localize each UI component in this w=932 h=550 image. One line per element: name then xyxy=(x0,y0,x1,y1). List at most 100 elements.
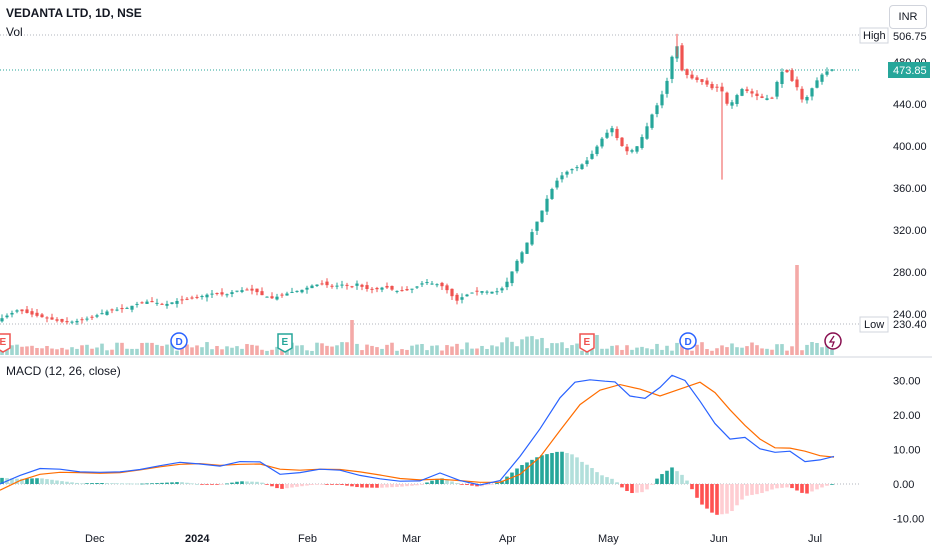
candle-body xyxy=(580,164,584,170)
macd-histogram-bar xyxy=(180,482,184,484)
volume-bar xyxy=(145,342,149,355)
volume-bar xyxy=(420,344,424,355)
candle-body xyxy=(595,146,599,155)
candle-body xyxy=(750,91,754,94)
candle-body xyxy=(585,160,589,165)
volume-bar xyxy=(550,343,554,355)
volume-bar xyxy=(805,344,809,355)
candle-body xyxy=(290,291,294,293)
volume-bar xyxy=(525,336,529,355)
candle-body xyxy=(620,137,624,146)
macd-histogram-bar xyxy=(565,453,569,484)
candle-body xyxy=(5,315,9,318)
macd-lines xyxy=(0,374,835,491)
macd-histogram-bar xyxy=(50,479,54,484)
macd-histogram-bar xyxy=(105,483,109,484)
candle-body xyxy=(790,70,794,81)
macd-tick-label: 20.00 xyxy=(893,410,921,422)
macd-histogram xyxy=(0,451,834,515)
candle-body xyxy=(625,146,629,152)
volume-bar xyxy=(615,345,619,355)
symbol-title[interactable]: VEDANTA LTD, 1D, NSE xyxy=(6,6,142,20)
volume-bar xyxy=(650,349,654,355)
macd-histogram-bar xyxy=(405,484,409,487)
candle-body xyxy=(280,294,284,296)
candle-body xyxy=(30,311,34,315)
candle-body xyxy=(755,93,759,96)
candle-body xyxy=(310,285,314,289)
volume-bar xyxy=(555,343,559,355)
candle-body xyxy=(530,232,534,245)
macd-histogram-bar xyxy=(220,484,224,485)
macd-histogram-bar xyxy=(110,483,114,484)
volume-bar xyxy=(630,349,634,355)
volume-bar xyxy=(160,345,164,355)
volume-bar xyxy=(400,349,404,355)
candle-body xyxy=(555,180,559,188)
volume-bar xyxy=(65,349,69,355)
macd-histogram-bar xyxy=(550,453,554,484)
volume-bar xyxy=(100,343,104,355)
volume-bar xyxy=(10,345,14,355)
macd-histogram-bar xyxy=(595,472,599,484)
currency-button[interactable]: INR xyxy=(889,5,927,29)
volume-bar xyxy=(740,347,744,355)
candle-body xyxy=(650,114,654,128)
candle-body xyxy=(435,284,439,286)
macd-histogram-bar xyxy=(460,484,464,485)
macd-histogram-bar xyxy=(755,484,759,495)
candle-body xyxy=(550,189,554,199)
volume-legend[interactable]: Vol xyxy=(6,25,23,39)
macd-histogram-bar xyxy=(605,477,609,484)
candle-body xyxy=(630,150,634,152)
macd-histogram-bar xyxy=(705,484,709,509)
volume-bar xyxy=(125,348,129,355)
macd-histogram-bar xyxy=(400,484,404,487)
macd-histogram-bar xyxy=(450,481,454,484)
macd-histogram-bar xyxy=(230,482,234,484)
candle-body xyxy=(525,242,529,254)
volume-bar xyxy=(210,349,214,355)
volume-bar xyxy=(635,347,639,355)
macd-histogram-bar xyxy=(15,478,19,484)
volume-bar xyxy=(720,345,724,355)
volume-bar xyxy=(425,350,429,355)
volume-bar xyxy=(275,346,279,355)
macd-histogram-bar xyxy=(240,481,244,484)
macd-legend[interactable]: MACD (12, 26, close) xyxy=(6,364,121,378)
volume-bar xyxy=(735,347,739,355)
candle-body xyxy=(425,282,429,284)
volume-bar xyxy=(295,345,299,355)
candle-body xyxy=(485,291,489,293)
macd-histogram-bar xyxy=(30,478,34,484)
volume-bar xyxy=(245,344,249,355)
macd-histogram-bar xyxy=(120,483,124,485)
macd-histogram-bar xyxy=(455,483,459,484)
candle-body xyxy=(215,293,219,295)
volume-bar xyxy=(710,350,714,355)
candle-body xyxy=(465,294,469,297)
macd-histogram-bar xyxy=(590,468,594,484)
event-marker-letter: D xyxy=(176,337,183,348)
volume-bar xyxy=(755,345,759,355)
volume-bar xyxy=(345,342,349,355)
macd-histogram-bar xyxy=(710,484,714,513)
candle-body xyxy=(410,288,414,290)
candle-body xyxy=(520,252,524,263)
candle-body xyxy=(375,287,379,290)
candle-body xyxy=(285,293,289,296)
macd-histogram-bar xyxy=(795,484,799,491)
volume-bar xyxy=(535,339,539,355)
volume-bar xyxy=(155,344,159,355)
candle-body xyxy=(680,45,684,71)
macd-histogram-bar xyxy=(140,483,144,485)
candle-body xyxy=(605,132,609,138)
macd-histogram-bar xyxy=(810,484,814,492)
macd-histogram-bar xyxy=(530,459,534,484)
macd-histogram-bar xyxy=(270,484,274,487)
macd-histogram-bar xyxy=(495,482,499,484)
macd-histogram-bar xyxy=(10,478,14,484)
candle-body xyxy=(50,317,54,320)
volume-bar xyxy=(15,344,19,355)
